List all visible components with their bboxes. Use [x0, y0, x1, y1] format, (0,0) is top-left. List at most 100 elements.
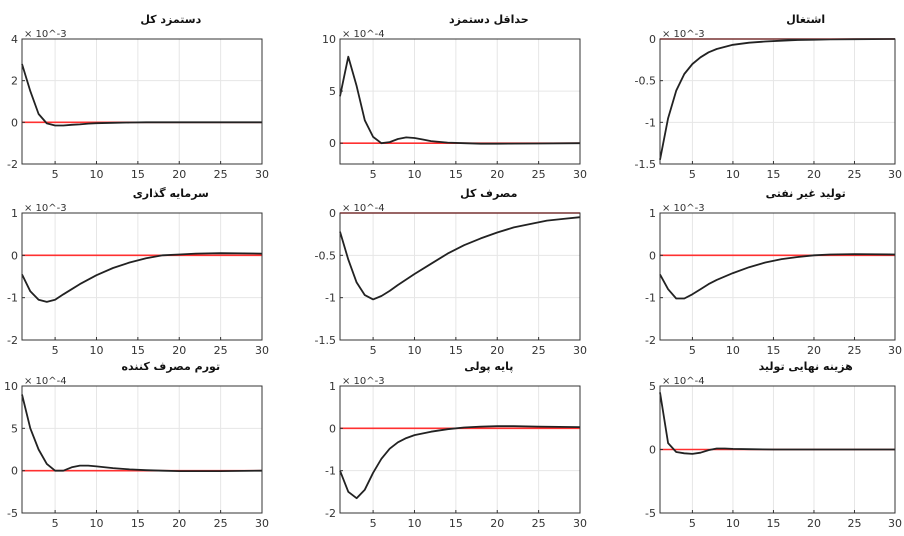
response-line [339, 55, 581, 145]
x-tick-label: 10 [407, 344, 421, 357]
x-tick-label: 15 [766, 517, 780, 530]
y-tick-label: 1 [649, 207, 656, 220]
panel-9: 5 10 15 20 25 30 -5 0 5 × 10^-4 هزینه نهایی تولید [645, 360, 902, 530]
y-exponent-label: × 10^-4 [342, 29, 385, 40]
y-tick-label: -0.5 [635, 75, 656, 88]
y-exponent-label: × 10^-3 [24, 29, 67, 40]
response-line [21, 63, 262, 127]
y-tick-label: 4 [11, 33, 18, 46]
x-tick-label: 30 [573, 168, 587, 181]
x-tick-label: 15 [131, 344, 145, 357]
plot-area [340, 213, 580, 340]
x-tick-label: 5 [689, 168, 696, 181]
panel-title: اشتغال [786, 13, 825, 26]
x-tick-label: 30 [888, 344, 902, 357]
plot-area [660, 213, 895, 340]
panel-6: 5 10 15 20 25 30 -2 -1 0 1 × 10^-3 تولید غیر نفتی [645, 187, 902, 357]
axes-box [339, 212, 581, 341]
response-line [339, 425, 581, 500]
response-line [659, 253, 896, 300]
x-tick-label: 25 [847, 168, 861, 181]
response-line [659, 38, 896, 160]
x-tick-label: 20 [490, 344, 504, 357]
x-tick-label: 5 [370, 344, 377, 357]
x-tick-label: 5 [370, 517, 377, 530]
x-tick-label: 20 [807, 517, 821, 530]
axes-box [21, 385, 263, 514]
x-tick-label: 25 [532, 517, 546, 530]
x-tick-label: 15 [131, 168, 145, 181]
x-tick-label: 30 [255, 517, 269, 530]
plot-area [340, 39, 580, 164]
y-tick-label: -1.5 [635, 158, 656, 171]
x-tick-label: 15 [131, 517, 145, 530]
y-tick-label: -5 [645, 507, 656, 520]
panel-title: هزینه نهایی تولید [759, 360, 853, 373]
panel-2: 5 10 15 20 25 30 0 5 10 × 10^-4 حداقل دستمزد [322, 13, 587, 181]
y-tick-label: 0 [11, 249, 18, 262]
y-tick-label: 0 [649, 33, 656, 46]
y-tick-label: -2 [325, 507, 336, 520]
x-tick-label: 5 [52, 168, 59, 181]
plot-area [22, 386, 262, 513]
response-line [339, 216, 581, 301]
panel-title: دستمزد کل [140, 13, 201, 26]
x-tick-label: 10 [407, 517, 421, 530]
y-tick-label: -1 [7, 292, 18, 305]
y-tick-label: 5 [329, 85, 336, 98]
y-tick-label: 0 [11, 465, 18, 478]
x-tick-label: 20 [172, 344, 186, 357]
axes-box [339, 38, 581, 165]
x-tick-label: 30 [573, 344, 587, 357]
x-tick-label: 15 [766, 344, 780, 357]
y-exponent-label: × 10^-3 [24, 203, 67, 214]
x-tick-label: 10 [726, 168, 740, 181]
x-tick-label: 10 [726, 344, 740, 357]
panel-title: تورم مصرف کننده [122, 360, 221, 373]
y-exponent-label: × 10^-3 [662, 29, 705, 40]
x-tick-label: 5 [370, 168, 377, 181]
x-tick-label: 20 [172, 168, 186, 181]
y-tick-label: 10 [322, 33, 336, 46]
y-exponent-label: × 10^-3 [662, 203, 705, 214]
plot-area [340, 386, 580, 513]
y-tick-label: -1 [645, 116, 656, 129]
y-tick-label: -1.5 [315, 334, 336, 347]
y-tick-label: 0 [329, 207, 336, 220]
y-exponent-label: × 10^-4 [24, 376, 67, 387]
panel-title: تولید غیر نفتی [766, 187, 846, 200]
y-tick-label: -1 [645, 292, 656, 305]
x-tick-label: 10 [89, 517, 103, 530]
x-tick-label: 30 [888, 168, 902, 181]
y-tick-label: 1 [11, 207, 18, 220]
axes-box [339, 385, 581, 514]
y-tick-label: 0 [329, 137, 336, 150]
x-tick-label: 10 [407, 168, 421, 181]
x-tick-label: 25 [532, 168, 546, 181]
panel-5: 5 10 15 20 25 30 -1.5 -1 -0.5 0 × 10^-4 مصرف کل [315, 187, 587, 357]
y-tick-label: -1 [325, 292, 336, 305]
x-tick-label: 5 [689, 344, 696, 357]
y-tick-label: 5 [11, 422, 18, 435]
x-tick-label: 25 [214, 168, 228, 181]
x-tick-label: 25 [214, 517, 228, 530]
panel-8: 5 10 15 20 25 30 -2 -1 0 1 × 10^-3 پایه پولی [325, 360, 587, 530]
panel-7: 5 10 15 20 25 30 -5 0 5 10 × 10^-4 تورم مصرف کننده [4, 360, 269, 530]
x-tick-label: 20 [807, 168, 821, 181]
y-tick-label: 5 [649, 380, 656, 393]
x-tick-label: 20 [172, 517, 186, 530]
plot-area [22, 39, 262, 164]
y-tick-label: 2 [11, 75, 18, 88]
panel-title: پایه پولی [464, 360, 513, 373]
x-tick-label: 5 [689, 517, 696, 530]
x-tick-label: 25 [532, 344, 546, 357]
x-tick-label: 15 [449, 168, 463, 181]
x-tick-label: 30 [573, 517, 587, 530]
x-tick-label: 5 [52, 344, 59, 357]
x-tick-label: 10 [726, 517, 740, 530]
y-tick-label: 0 [649, 249, 656, 262]
x-tick-label: 30 [255, 168, 269, 181]
panel-1: 5 10 15 20 25 30 -2 0 2 4 × 10^-3 دستمزد کل [7, 13, 269, 181]
x-tick-label: 20 [490, 168, 504, 181]
y-tick-label: -0.5 [315, 249, 336, 262]
